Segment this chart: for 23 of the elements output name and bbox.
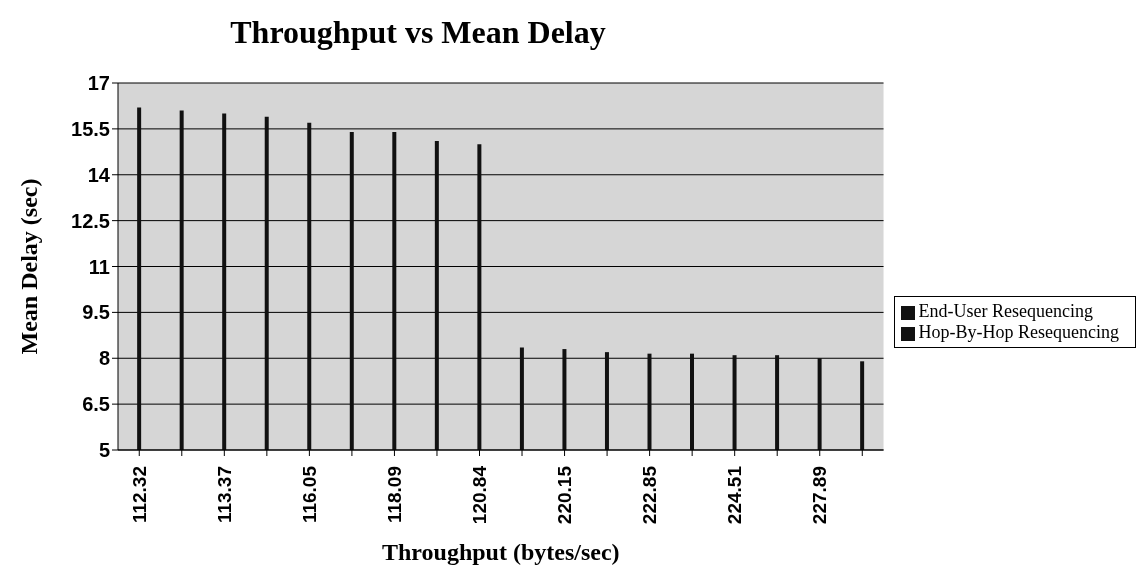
y-tick-label: 11: [88, 255, 110, 278]
y-tick-label: 17: [87, 72, 110, 95]
y-tick-label: 12.5: [71, 209, 110, 232]
y-tick-label: 8: [98, 347, 110, 370]
legend-label: Hop-By-Hop Resequencing: [918, 321, 1119, 342]
x-tick-label: 116.05: [298, 465, 320, 524]
chart-title: Throughput vs Mean Delay: [229, 13, 607, 52]
x-axis-title: Throughput (bytes/sec): [381, 539, 620, 565]
y-tick-label: 15.5: [71, 117, 110, 140]
x-tick-label: 224.51: [724, 465, 746, 525]
y-axis-title: Mean Delay (sec): [15, 178, 42, 355]
x-tick-label: 227.89: [809, 466, 831, 525]
legend-label: End-User Resequencing: [918, 300, 1093, 321]
x-tick-label: 112.32: [128, 466, 150, 524]
y-tick-label: 14: [87, 163, 111, 186]
y-tick-label: 6.5: [82, 393, 110, 416]
x-tick-label: 118.09: [383, 466, 405, 524]
x-tick-label: 220.15: [554, 465, 576, 525]
x-tick-label: 113.37: [213, 466, 235, 524]
y-tick-label: 5: [98, 439, 110, 462]
x-tick-label: 222.85: [639, 465, 661, 525]
y-tick-label: 9.5: [82, 301, 110, 324]
x-tick-label: 120.84: [469, 465, 490, 525]
